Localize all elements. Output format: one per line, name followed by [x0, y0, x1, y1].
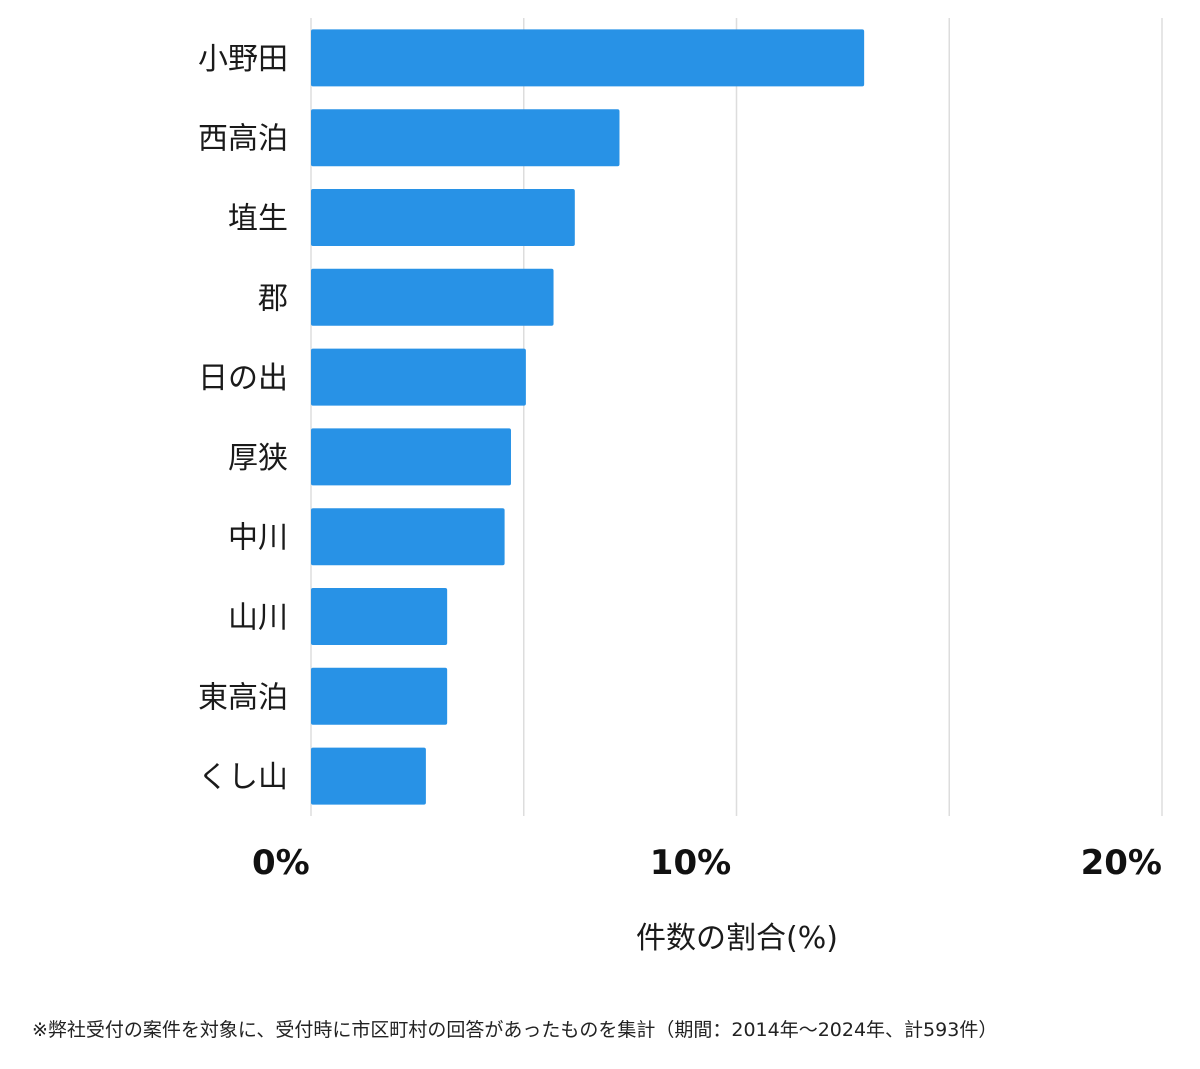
x-tick-label: 0% [252, 843, 310, 883]
bar [311, 747, 426, 805]
category-label: 埴生 [228, 202, 288, 237]
footnote: ※弊社受付の案件を対象に、受付時に市区町村の回答があったものを集計（期間：201… [32, 1019, 998, 1041]
category-label: 山川 [228, 601, 288, 636]
bar [311, 508, 505, 566]
x-axis-title: 件数の割合(%) [636, 921, 838, 956]
x-tick-labels: 0% 10% 20% [252, 843, 1162, 883]
category-label: 中川 [228, 521, 288, 556]
category-label: 西高泊 [198, 122, 288, 157]
x-tick-label: 20% [1081, 843, 1162, 883]
category-label: 郡 [258, 281, 288, 316]
bar [311, 189, 575, 246]
category-label: 東高泊 [198, 680, 288, 715]
bar [311, 428, 511, 486]
bar [311, 29, 865, 87]
bars [311, 29, 865, 805]
bar [311, 588, 448, 645]
bar [311, 348, 526, 406]
category-label: 厚狭 [228, 441, 288, 476]
category-label: 日の出 [198, 361, 288, 396]
bar [311, 268, 554, 326]
bar [311, 667, 448, 725]
x-tick-label: 10% [650, 843, 731, 883]
category-label: 小野田 [198, 42, 288, 77]
bar [311, 109, 620, 167]
category-label: くし山 [198, 760, 288, 795]
